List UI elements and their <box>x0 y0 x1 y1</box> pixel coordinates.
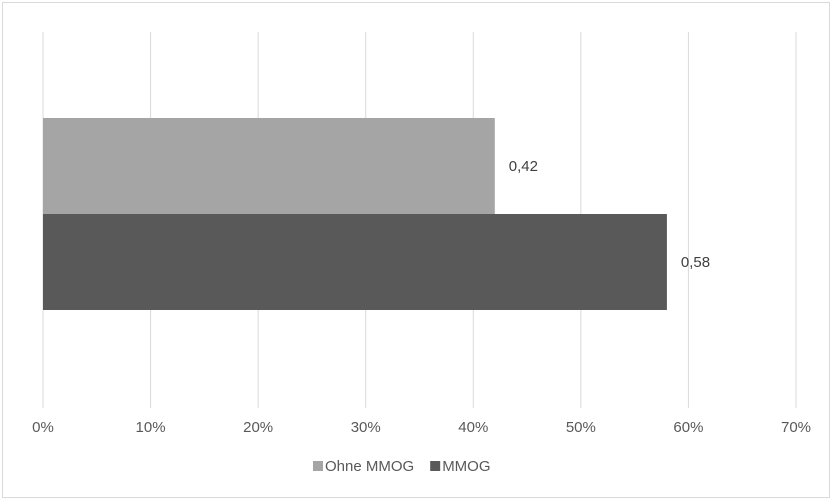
data-label: 0,42 <box>509 158 538 175</box>
x-tick-label: 50% <box>566 419 596 436</box>
data-label: 0,58 <box>681 254 710 271</box>
x-tick-label: 10% <box>136 419 166 436</box>
x-tick-label: 40% <box>458 419 488 436</box>
x-tick-label: 70% <box>781 419 811 436</box>
legend-entry: Ohne MMOG <box>325 458 414 475</box>
x-tick-label: 30% <box>351 419 381 436</box>
x-tick-label: 0% <box>32 419 54 436</box>
legend-entry: MMOG <box>442 458 490 475</box>
bar-mmog <box>43 214 667 310</box>
legend-swatch <box>430 461 441 471</box>
x-tick-label: 20% <box>243 419 273 436</box>
legend-swatch <box>313 461 323 471</box>
bar-ohne-mmog <box>43 118 495 214</box>
x-tick-label: 60% <box>673 419 703 436</box>
